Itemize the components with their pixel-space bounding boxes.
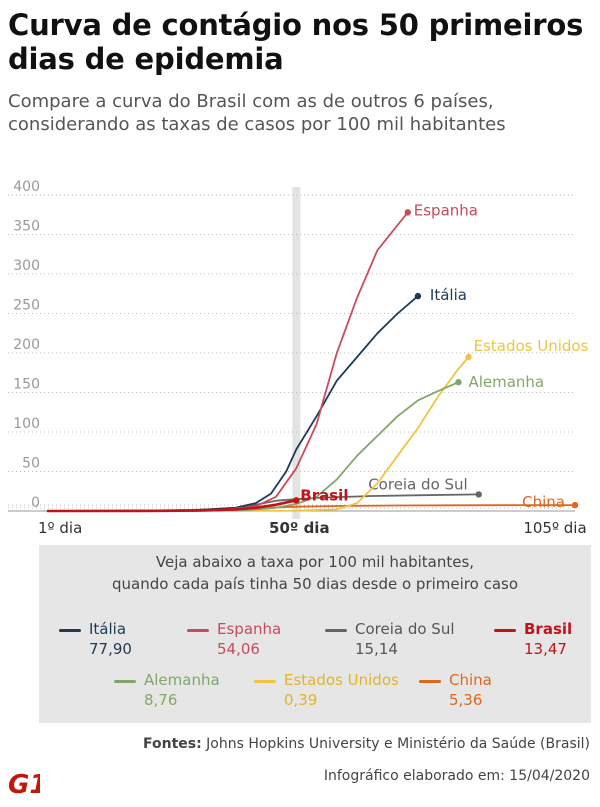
series-end-marker [455, 379, 462, 386]
legend-item-value: 5,36 [449, 691, 483, 709]
series-line-brasil [46, 499, 298, 513]
legend-intro-line-1: Veja abaixo a taxa por 100 mil habitante… [155, 553, 475, 571]
legend-intro-line-2: quando cada país tinha 50 dias desde o p… [111, 575, 519, 593]
y-tick-label: 100 [13, 416, 40, 432]
legend-item-name: Alemanha [144, 671, 220, 689]
legend-item-value: 54,06 [217, 640, 260, 658]
sources-note: Fontes: Johns Hopkins University e Minis… [143, 736, 590, 752]
series-end-label: China [522, 493, 565, 511]
legend-item-value: 8,76 [144, 691, 178, 709]
y-tick-label: 0 [31, 495, 40, 511]
x-tick-label: 105º dia [523, 519, 586, 537]
legend-item-value: 77,90 [89, 640, 132, 658]
g1-logo: G1 [8, 770, 40, 798]
x-tick-label: 1º dia [38, 519, 82, 537]
legend-panel: Veja abaixo a taxa por 100 mil habitante… [39, 545, 591, 723]
series-end-marker [465, 353, 472, 361]
series-end-label: Brasil [300, 486, 348, 504]
legend-item-value: 13,47 [524, 640, 567, 658]
legend-line-swatch [494, 629, 516, 632]
legend-item-name: China [449, 671, 492, 689]
legend-line-swatch [114, 680, 136, 683]
legend-line-swatch [187, 629, 209, 632]
sources-label: Fontes: [143, 736, 202, 752]
series-end-marker [414, 292, 422, 300]
y-tick-label: 50 [22, 456, 40, 472]
legend-item-name: Estados Unidos [284, 671, 399, 689]
line-chart: 0 50 100 150 200 250 300 350 400 1º dia 50º dia 105… [8, 179, 589, 537]
legend-item-name: Itália [89, 620, 127, 638]
series-line-alemanha [47, 381, 460, 512]
legend-item-name: Brasil [524, 620, 573, 638]
y-tick-label: 150 [13, 377, 40, 393]
legend-line-swatch [254, 680, 276, 683]
legend-line-swatch [325, 629, 347, 632]
x-tick-label: 50º dia [269, 519, 330, 537]
series-end-label: Estados Unidos [474, 337, 589, 355]
series-end-label: Espanha [414, 201, 478, 219]
y-tick-label: 350 [13, 219, 40, 235]
legend-line-swatch [59, 629, 81, 632]
legend-line-swatch [419, 680, 441, 683]
y-tick-label: 200 [13, 337, 40, 353]
y-tick-label: 300 [13, 258, 40, 274]
legend-intro: Veja abaixo a taxa por 100 mil habitante… [39, 551, 591, 595]
series-end-label: Itália [430, 286, 467, 304]
series-end-marker [293, 497, 300, 504]
chart-title: Curva de contágio nos 50 primeiros dias … [8, 8, 584, 76]
series-end-marker [475, 491, 482, 498]
series-end-label: Alemanha [468, 373, 544, 391]
series-end-label: Coreia do Sul [368, 475, 468, 493]
series-end-marker [404, 209, 411, 216]
legend-item-name: Coreia do Sul [355, 620, 455, 638]
series-end-marker [571, 501, 579, 509]
sources-text: Johns Hopkins University e Ministério da… [201, 736, 590, 752]
chart-subtitle: Compare a curva do Brasil com as de outr… [8, 91, 506, 135]
legend-item-value: 15,14 [355, 640, 398, 658]
y-tick-label: 400 [13, 179, 40, 195]
series-line-itália [47, 295, 419, 512]
g1-logo-text: G1 [8, 770, 40, 798]
infographic-date: Infográfico elaborado em: 15/04/2020 [323, 768, 590, 784]
y-tick-label: 250 [13, 298, 40, 314]
legend-item-name: Espanha [217, 620, 282, 638]
legend-item-value: 0,39 [284, 691, 318, 709]
